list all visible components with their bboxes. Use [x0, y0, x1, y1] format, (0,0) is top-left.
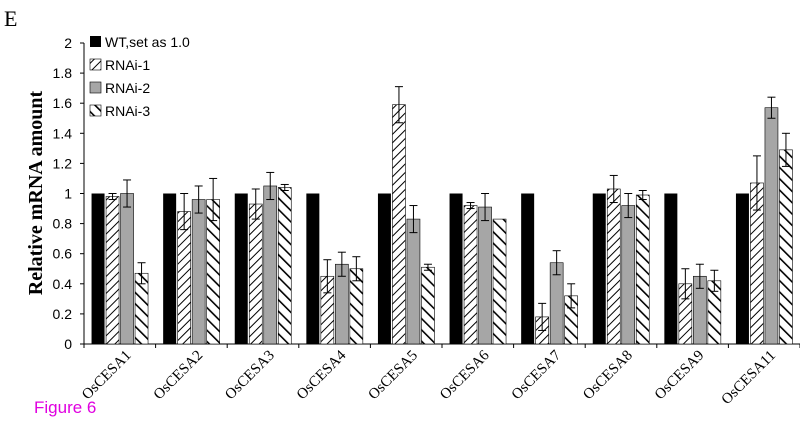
y-tick-label: 1 [64, 186, 72, 202]
bar-OsCESA8-WT-set-as-1-0 [592, 193, 606, 344]
bar-OsCESA2-RNAi-2 [191, 199, 206, 345]
legend-label: RNAi-1 [105, 57, 150, 73]
bar-OsCESA7-WT-set-as-1-0 [521, 193, 535, 344]
x-tick-label: OsCESA4 [294, 347, 350, 403]
y-tick-label: 1.8 [53, 65, 73, 81]
x-tick-label: OsCESA5 [366, 348, 422, 404]
bar-OsCESA6-RNAi-3 [492, 218, 507, 345]
bar-OsCESA6-RNAi-1 [463, 205, 478, 345]
bar-OsCESA1-RNAi-1 [105, 196, 120, 345]
x-tick-label: OsCESA8 [580, 348, 636, 404]
x-tick-label: OsCESA11 [719, 348, 779, 408]
legend-label: RNAi-3 [105, 103, 150, 119]
bar-OsCESA3-WT-set-as-1-0 [234, 193, 248, 344]
bar-OsCESA11-RNAi-2 [764, 107, 779, 345]
plot-area: 0 0.2 0.4 0.6 0.8 1 1.2 1.4 1.6 1.8 2 OsCESA1 OsCESA… [53, 35, 800, 408]
bar-OsCESA2-RNAi-3 [206, 199, 220, 345]
panel-label: E [4, 6, 18, 31]
x-tick-label: OsCESA6 [437, 347, 493, 403]
x-tick-label: OsCESA7 [509, 347, 565, 403]
bar-OsCESA3-RNAi-3 [277, 187, 292, 345]
bar-OsCESA9-WT-set-as-1-0 [664, 193, 678, 344]
bar-OsCESA5-RNAi-3 [421, 266, 435, 345]
bar-OsCESA6-WT-set-as-1-0 [449, 193, 463, 344]
legend-swatch [89, 104, 102, 117]
y-tick-label: 1.2 [53, 155, 73, 171]
y-tick-label: 1.6 [53, 95, 73, 111]
x-tick-label: OsCESA2 [151, 348, 207, 404]
bar-OsCESA2-WT-set-as-1-0 [163, 193, 177, 344]
bar-OsCESA11-RNAi-3 [779, 149, 793, 345]
y-tick-label: 0.8 [53, 216, 73, 232]
bar-OsCESA8-RNAi-3 [635, 194, 650, 345]
x-tick-label: OsCESA9 [652, 348, 708, 404]
bar-OsCESA8-RNAi-1 [606, 188, 621, 345]
bar-OsCESA1-RNAi-2 [120, 193, 134, 345]
bar-OsCESA5-RNAi-1 [392, 104, 406, 345]
bar-OsCESA3-RNAi-1 [248, 203, 263, 345]
figure-caption: Figure 6 [34, 398, 97, 417]
bar-OsCESA1-WT-set-as-1-0 [91, 193, 105, 344]
x-tick-label: OsCESA1 [79, 348, 135, 404]
y-axis-label: Relative mRNA amount [25, 90, 47, 295]
legend-swatch [89, 58, 102, 71]
legend-swatch [89, 81, 102, 94]
y-tick-label: 0.4 [53, 276, 73, 292]
legend: WT,set as 1.0 RNAi-1 RNAi-2 RNAi-3 [89, 34, 190, 119]
x-tick-label: OsCESA3 [222, 348, 278, 404]
bar-OsCESA2-RNAi-1 [177, 211, 191, 345]
bar-OsCESA3-RNAi-2 [263, 185, 278, 345]
y-tick-label: 0.2 [53, 306, 73, 322]
y-tick-label: 2 [64, 35, 72, 51]
bar-OsCESA11-WT-set-as-1-0 [735, 193, 749, 344]
bar-OsCESA6-RNAi-2 [478, 206, 492, 345]
bar-OsCESA4-WT-set-as-1-0 [306, 193, 320, 344]
bar-OsCESA8-RNAi-2 [621, 205, 636, 345]
y-tick-label: 0.6 [53, 246, 73, 262]
y-tick-label: 0 [64, 336, 72, 352]
legend-label: WT,set as 1.0 [105, 34, 190, 50]
legend-label: RNAi-2 [105, 80, 150, 96]
legend-swatch [90, 36, 101, 47]
y-tick-label: 1.4 [53, 125, 73, 141]
bar-OsCESA5-RNAi-2 [406, 218, 421, 345]
bar-OsCESA5-WT-set-as-1-0 [377, 193, 391, 344]
